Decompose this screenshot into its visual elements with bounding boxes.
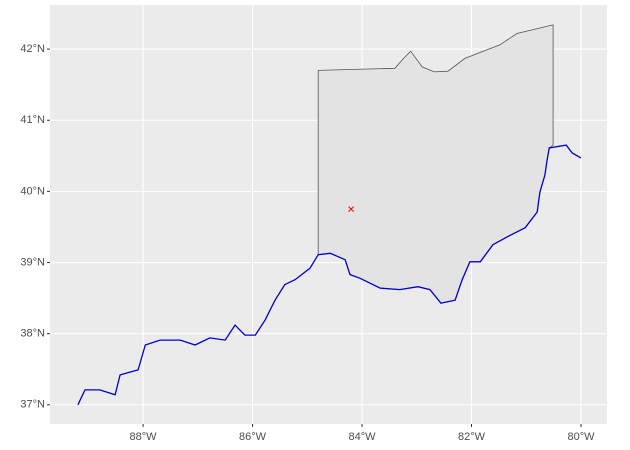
y-tick-label: 38°N xyxy=(20,328,45,340)
x-tick-label: 86°W xyxy=(239,431,267,443)
x-tick-label: 82°W xyxy=(458,431,486,443)
y-tick-label: 42°N xyxy=(20,43,45,55)
x-tick-label: 84°W xyxy=(349,431,377,443)
point xyxy=(348,206,354,213)
x-tick-label: 80°W xyxy=(567,431,595,443)
y-tick-label: 39°N xyxy=(20,256,45,268)
river xyxy=(77,144,582,406)
x-tick-label: 88°W xyxy=(130,431,158,443)
y-tick-label: 37°N xyxy=(20,399,45,411)
y-tick-label: 40°N xyxy=(20,185,45,197)
y-tick-label: 41°N xyxy=(20,114,45,126)
